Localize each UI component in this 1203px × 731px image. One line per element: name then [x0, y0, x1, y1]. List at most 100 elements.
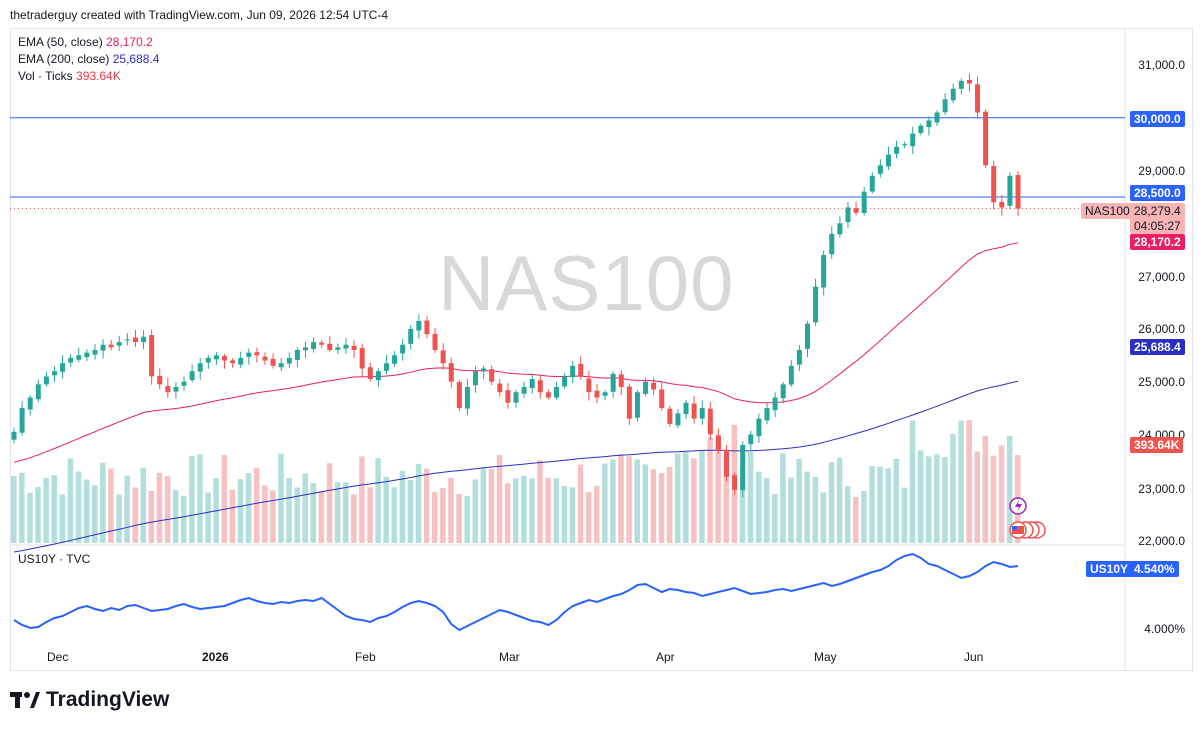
candle-body — [375, 371, 381, 381]
event-markers[interactable] — [1009, 497, 1046, 539]
candle-body — [92, 350, 98, 355]
volume-bar — [674, 453, 681, 543]
legend-ema200[interactable]: EMA (200, close) 25,688.4 — [18, 52, 159, 66]
volume-bar — [148, 490, 155, 543]
candle-body — [173, 386, 179, 392]
volume-bar — [990, 455, 997, 543]
legend-ema50-value: 28,170.2 — [106, 35, 153, 49]
chart-header: thetraderguy created with TradingView.co… — [10, 8, 388, 22]
candle-body — [999, 201, 1005, 208]
candle-body — [473, 371, 479, 386]
volume-bar — [351, 494, 357, 543]
volume-bar — [553, 478, 559, 543]
brand-logo[interactable]: TradingView — [10, 688, 169, 712]
candle-body — [222, 356, 228, 361]
candle-body — [586, 378, 592, 393]
volume-bar — [383, 476, 389, 543]
candle-body — [861, 191, 867, 213]
candle-body — [748, 434, 754, 445]
volume-bar — [909, 420, 916, 543]
volume-bar — [618, 454, 624, 543]
candle-body — [76, 355, 82, 360]
candle-body — [270, 358, 276, 366]
legend-ema50-label: EMA (50, close) — [18, 35, 103, 49]
candle-body — [294, 350, 300, 360]
volume-bar — [43, 478, 49, 543]
volume-bar — [164, 476, 171, 543]
volume-bar — [820, 492, 827, 543]
candle-body — [489, 369, 495, 382]
volume-bar — [772, 493, 778, 543]
candle-body — [497, 383, 503, 393]
volume-bar — [172, 490, 179, 543]
candle-body — [659, 389, 665, 409]
last-price-tag: 28,279.4 — [1130, 203, 1185, 219]
candle-body — [942, 99, 948, 113]
legend-ema50[interactable]: EMA (50, close) 28,170.2 — [18, 35, 153, 49]
volume-bar — [440, 487, 446, 543]
level-28500-tag[interactable]: 28,500.0 — [1130, 185, 1185, 201]
x-tick-label: 2026 — [202, 650, 229, 664]
volume-bar — [958, 420, 964, 543]
candle-body — [715, 435, 721, 451]
volume-bar — [780, 453, 786, 543]
candle-body — [68, 357, 74, 363]
candle-body — [643, 381, 649, 394]
candle-body — [724, 449, 730, 477]
legend-ema200-value: 25,688.4 — [112, 52, 160, 66]
y-tick-label: 25,000.0 — [1138, 375, 1185, 389]
volume-bar — [59, 494, 66, 543]
volume-bar — [391, 487, 398, 543]
candle-body — [197, 363, 203, 372]
volume-bar — [480, 467, 487, 543]
candle-body — [829, 233, 835, 255]
y-tick-label: 23,000.0 — [1138, 482, 1185, 496]
y-tick-label: 27,000.0 — [1138, 270, 1185, 284]
volume-bar — [407, 479, 414, 543]
y-tick-label: 29,000.0 — [1138, 164, 1185, 178]
candle-body — [205, 357, 211, 363]
countdown-tag: 04:05:27 — [1130, 218, 1185, 234]
us10y-legend[interactable]: US10Y · TVC — [18, 552, 91, 566]
volume-bar — [205, 492, 211, 543]
candle-body — [934, 112, 940, 123]
volume-bar — [642, 464, 649, 543]
volume-bar — [982, 435, 989, 543]
candle-body — [513, 392, 519, 403]
candle-body — [408, 328, 414, 344]
legend-volume[interactable]: Vol · Ticks 393.64K — [18, 69, 121, 83]
tradingview-icon — [10, 692, 40, 708]
volume-bar — [521, 475, 527, 543]
volume-bar — [132, 487, 138, 543]
candle-body — [926, 120, 932, 128]
volume-bar — [19, 472, 25, 543]
candle-body — [562, 376, 568, 387]
volume-bar — [950, 433, 956, 543]
candle-body — [157, 375, 163, 385]
ema200-tag: 25,688.4 — [1130, 339, 1185, 355]
candle-body — [165, 386, 171, 393]
candle-body — [464, 386, 470, 409]
volume-bar — [359, 456, 365, 543]
candle-body — [456, 382, 462, 409]
volume-bar — [278, 453, 284, 543]
volume-bar — [221, 454, 228, 543]
volume-bar — [91, 485, 98, 543]
level-30000-tag[interactable]: 30,000.0 — [1130, 111, 1185, 127]
horizontal-levels[interactable] — [10, 117, 1125, 210]
volume-bar — [423, 468, 430, 543]
candle-body — [732, 475, 738, 490]
us-flag-glyph — [1012, 526, 1024, 534]
candle-body — [481, 368, 487, 372]
legend-volume-label: Vol · Ticks — [18, 69, 73, 83]
volume-bar — [755, 471, 762, 543]
candle-body — [27, 397, 33, 410]
candle-body — [100, 344, 106, 351]
volume-bar — [699, 450, 705, 543]
volume-bar — [67, 458, 74, 543]
volume-bar — [966, 420, 972, 543]
ema-lines — [13, 242, 1019, 553]
candle-body — [845, 207, 851, 223]
volume-bar — [610, 459, 616, 543]
